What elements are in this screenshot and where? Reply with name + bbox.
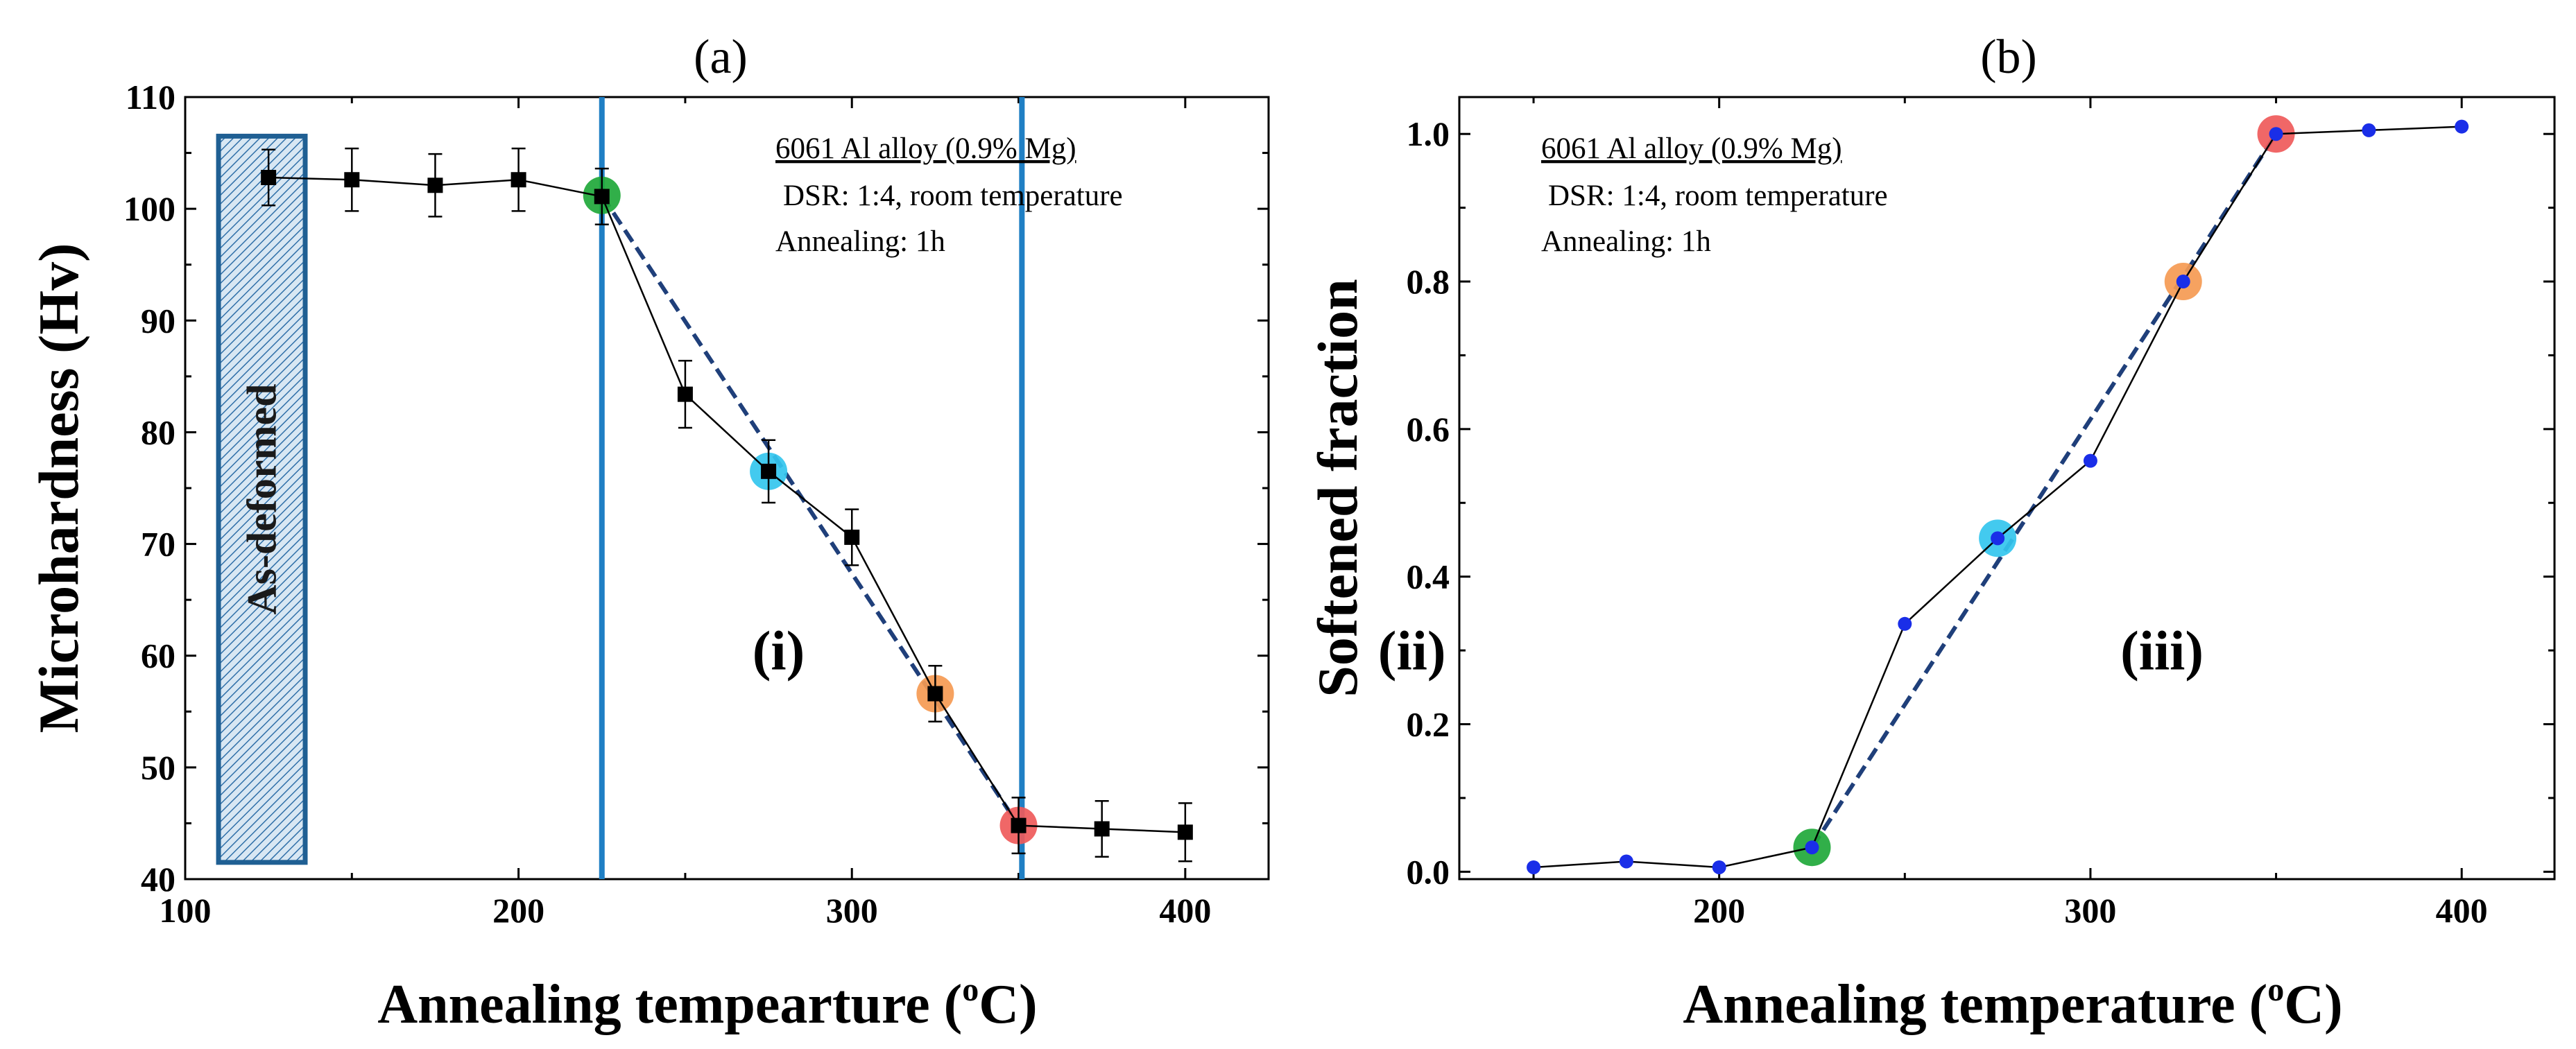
panel-b-series [1527,119,2469,874]
region-label: (ii) [1378,621,1446,682]
y-tick-label: 0.8 [1407,262,1450,301]
panel-a-region-dividers [599,97,1025,879]
data-point [1619,854,1633,869]
data-point [1805,840,1819,855]
data-point [761,463,777,479]
y-tick-label: 90 [141,301,175,340]
panel-a-plot-frame [184,96,1270,881]
fit-line [1810,132,2278,849]
panel-b-annotation: 6061 Al alloy (0.9% Mg) DSR: 1:4, room t… [1541,132,1888,258]
y-tick-label: 80 [141,413,175,451]
data-point [2455,119,2469,134]
data-point [2269,127,2283,141]
panel-a-x-axis: 100 200 300 400 [160,97,1211,930]
panel-b-y-axis: 0.0 0.2 0.4 0.6 0.8 1.0 [1407,114,2554,891]
data-point [344,172,360,188]
region-label: (i) [753,621,805,682]
panel-a-region-labels: (i) (ii) (iii) [753,621,2204,682]
panel-a-annotation: 6061 Al alloy (0.9% Mg) DSR: 1:4, room t… [775,132,1123,258]
panel-a-y-axis-title: Microhardness (Hv) [27,243,90,734]
data-point [1991,531,2005,546]
as-deformed-region: As-deformed [216,133,308,865]
data-point [261,170,277,186]
data-point [844,529,860,545]
x-tick-label: 100 [160,891,212,930]
panel-b-y-axis-title: Softened fraction [1306,279,1369,697]
y-tick-label: 0.2 [1407,705,1450,744]
panel-b: (b) 200 300 400 0.0 0.2 0.4 0.6 0.8 1.0 6061 Al… [1306,31,2556,1035]
x-tick-label: 400 [2436,891,2488,930]
fit-line [600,194,1021,827]
panel-a-x-axis-title: Annealing tempearture (oC) [377,971,1037,1035]
annotation-annealing: Annealing: 1h [775,225,945,258]
x-tick-label: 400 [1159,891,1211,930]
y-tick-label: 70 [141,525,175,564]
data-point [510,172,526,188]
as-deformed-box [216,133,308,865]
data-point [2362,123,2376,137]
panel-a-label: (a) [694,31,748,84]
data-point [1011,817,1027,833]
panel-a: (a) As-deformed 100 200 300 400 40 50 60 70 80 9… [27,31,2204,1035]
y-tick-label: 100 [123,189,175,228]
panel-b-x-axis-title: Annealing temperature (oC) [1683,971,2342,1035]
data-point [427,177,443,193]
panel-b-plot-frame [1458,96,2556,881]
data-point [927,686,943,702]
as-deformed-label: As-deformed [239,383,285,614]
panel-a-y-axis: 40 50 60 70 80 90 100 110 [123,78,1269,899]
panel-b-fit-line [1810,132,2278,849]
x-tick-label: 200 [492,891,544,930]
panel-b-x-axis: 200 300 400 [1532,97,2488,930]
y-tick-label: 50 [141,748,175,787]
annotation-dsr: DSR: 1:4, room temperature [783,180,1123,212]
data-point [2083,453,2097,468]
panel-a-series [261,147,1193,862]
data-point [1712,860,1726,874]
y-tick-label: 60 [141,636,175,675]
series-line [268,176,1185,833]
panel-b-label: (b) [1980,31,2037,84]
x-tick-label: 300 [2064,891,2116,930]
y-tick-label: 110 [126,78,175,116]
annotation-alloy: 6061 Al alloy (0.9% Mg) [1541,132,1842,165]
y-tick-label: 0.6 [1407,410,1450,449]
annotation-annealing: Annealing: 1h [1541,225,1711,258]
data-point [1094,821,1110,837]
y-tick-label: 1.0 [1407,114,1450,153]
annotation-dsr: DSR: 1:4, room temperature [1548,180,1888,212]
y-tick-label: 0.0 [1407,852,1450,891]
data-point [594,189,610,205]
data-point [677,386,693,402]
data-point [1898,616,1912,631]
region-label: (iii) [2120,621,2204,682]
data-point [1527,860,1541,874]
x-tick-label: 200 [1693,891,1745,930]
annotation-alloy: 6061 Al alloy (0.9% Mg) [775,132,1076,165]
data-point [1177,824,1193,840]
y-tick-label: 0.4 [1407,557,1450,596]
x-tick-label: 300 [826,891,878,930]
y-tick-label: 40 [141,860,175,899]
panel-a-fit-line [600,194,1021,827]
data-point [2176,275,2190,289]
